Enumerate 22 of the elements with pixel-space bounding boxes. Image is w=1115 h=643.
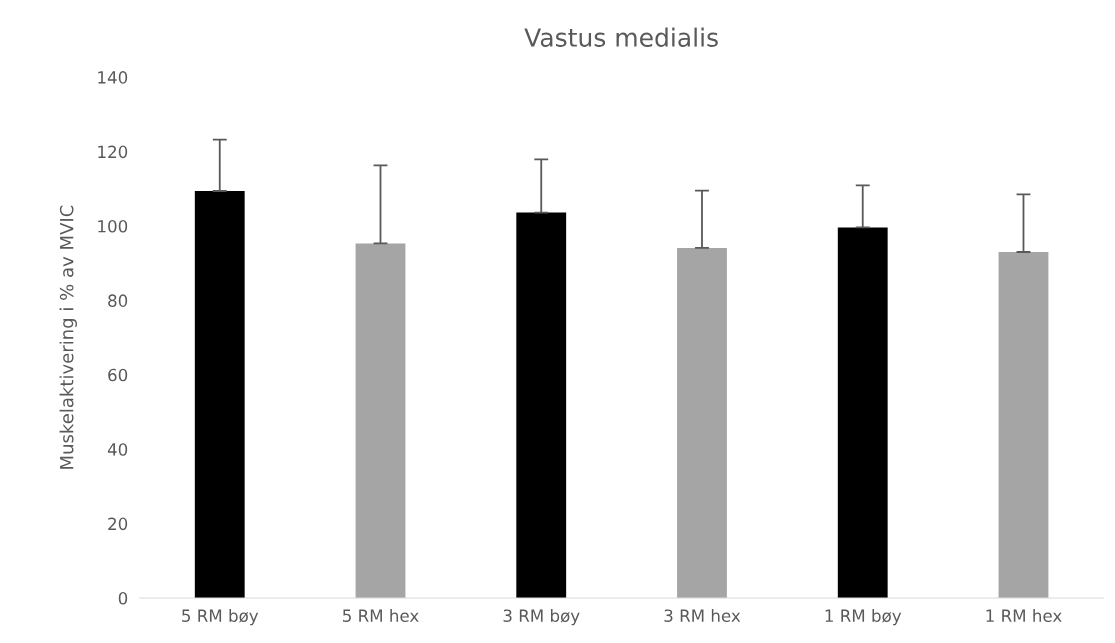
- x-tick-label: 3 RM bøy: [503, 609, 580, 626]
- x-tick-label: 1 RM hex: [986, 609, 1062, 622]
- y-tick-label: 100: [98, 219, 128, 233]
- bar: [998, 252, 1049, 598]
- y-tick-label: 140: [98, 71, 128, 84]
- y-tick-label: 60: [108, 368, 128, 382]
- bar: [677, 247, 727, 598]
- x-tick-label: 5 RM bøy: [182, 609, 259, 626]
- chart-title: Vastus medialis: [524, 27, 718, 47]
- y-tick-label: 20: [108, 517, 128, 531]
- y-tick-label: 120: [98, 145, 128, 159]
- y-tick-label: 80: [108, 294, 128, 307]
- x-tick-label: 1 RM bøy: [825, 609, 902, 626]
- y-tick-label: 0: [118, 591, 128, 605]
- bar: [194, 191, 245, 598]
- x-tick-label: 3 RM hex: [664, 609, 741, 622]
- y-tick-label: 40: [107, 443, 128, 456]
- bar: [837, 227, 888, 598]
- y-axis-title: Muskelaktivering i % av MVIC: [59, 205, 78, 469]
- bar: [355, 243, 406, 598]
- x-tick-label: 5 RM hex: [343, 609, 419, 622]
- bar: [516, 212, 567, 598]
